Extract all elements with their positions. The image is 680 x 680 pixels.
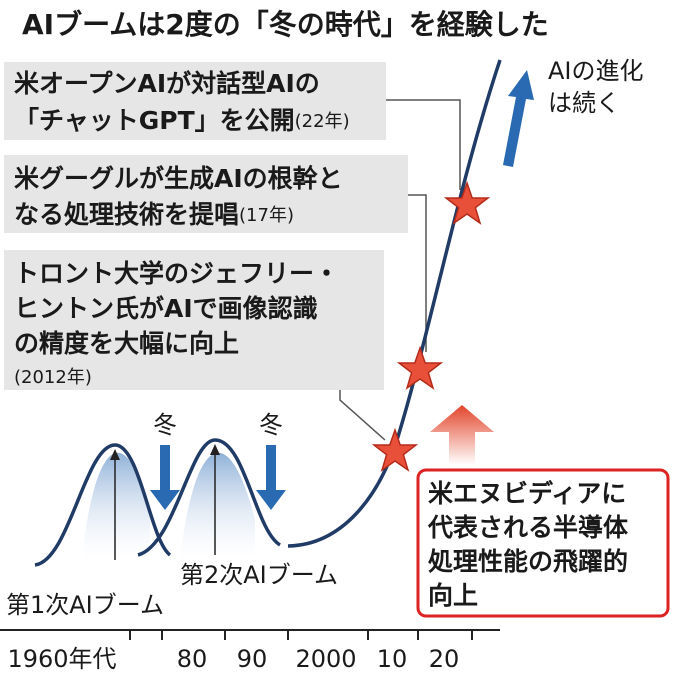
boom-fill (82, 452, 150, 560)
winter-label: 冬 (259, 411, 283, 439)
x-axis-label: 10 (377, 645, 408, 673)
callout-line: 米グーグルが生成AIの根幹と (14, 164, 343, 193)
connector (386, 99, 461, 190)
callout-line: 米オープンAIが対話型AIの (14, 69, 320, 98)
x-axis-label: 80 (177, 645, 208, 673)
semiconductor-box (416, 468, 670, 618)
callout-text: トロント大学のジェフリー・ (14, 259, 339, 288)
evolution-arrow (503, 70, 534, 167)
callout-line: なる処理技術を提唱(17年) (14, 200, 294, 229)
title: AIブームは2度の「冬の時代」を経験した (22, 8, 549, 41)
boom-label: 第2次AIブーム (180, 561, 338, 589)
callout-text: ヒントン氏がAIで画像認識 (14, 294, 318, 323)
x-axis-label: 2000 (295, 645, 356, 673)
callout-text: 「チャットGPT」を公開 (14, 106, 295, 135)
callout-text: の精度を大幅に向上 (14, 329, 239, 358)
star (443, 180, 491, 225)
boom-fill (180, 452, 255, 560)
callout-text: なる処理技術を提唱 (14, 200, 239, 229)
x-axis-label: 90 (237, 645, 268, 673)
winter-label: 冬 (153, 411, 177, 439)
semiconductor-note: 米エヌビディアに (428, 479, 626, 508)
stars (371, 180, 491, 472)
winter-arrow (150, 445, 180, 510)
connector (339, 390, 386, 441)
connector (408, 194, 427, 352)
callout-line: トロント大学のジェフリー・ (14, 259, 339, 288)
callout-text: 米オープンAIが対話型AIの (14, 69, 320, 98)
semiconductor-arrow (430, 405, 494, 465)
callout-box (4, 155, 408, 233)
callout-year: (22年) (295, 111, 350, 132)
callout-text: 米グーグルが生成AIの根幹と (14, 164, 343, 193)
semiconductor-note: 処理性能の飛躍的 (428, 547, 628, 576)
peak-arrow (210, 444, 220, 455)
axis-ticks (129, 630, 473, 640)
semiconductor-note: 向上 (428, 581, 478, 610)
semiconductor-note: 代表される半導体 (427, 513, 629, 542)
evolution-note: は続く (548, 89, 620, 117)
callout-year: (17年) (239, 205, 294, 226)
callout-year: (2012年) (14, 367, 92, 388)
winter-arrow (256, 445, 286, 510)
boom-label: 第1次AIブーム (6, 591, 164, 619)
ai-curve (34, 59, 502, 567)
evolution-note: AIの進化 (548, 57, 644, 85)
x-axis-label: 20 (429, 645, 460, 673)
callout-line: の精度を大幅に向上 (14, 329, 239, 358)
callout-box (4, 250, 384, 390)
star (396, 345, 444, 390)
callout-line: 「チャットGPT」を公開(22年) (14, 106, 350, 135)
callout-line: ヒントン氏がAIで画像認識 (14, 294, 318, 323)
x-axis-label: 1960年代 (7, 645, 116, 673)
callout-box (4, 62, 386, 140)
star (371, 427, 419, 472)
peak-arrow (110, 449, 120, 460)
